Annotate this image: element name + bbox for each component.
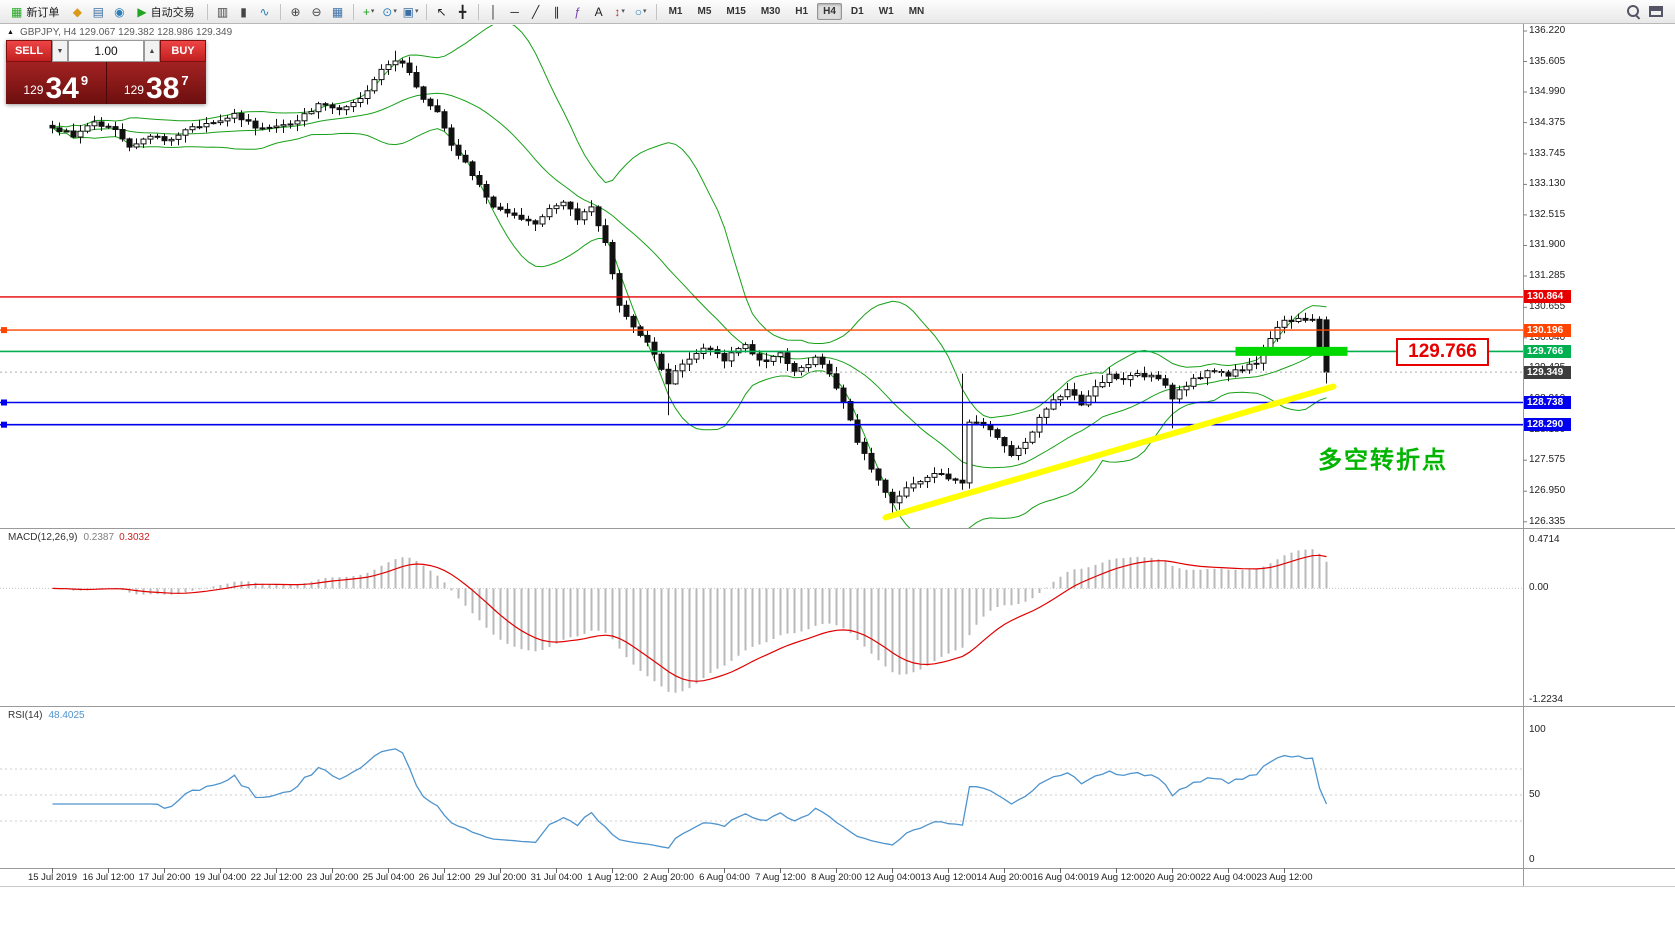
data-window-icon: ▤ bbox=[92, 4, 105, 19]
new-order-button-label: 新订单 bbox=[26, 6, 60, 19]
data-window-icon[interactable]: ▤ bbox=[88, 2, 108, 21]
cursor-icon: ↖ bbox=[436, 4, 447, 19]
vertical-line-icon[interactable]: │ bbox=[484, 2, 504, 21]
trendline-icon: ╱ bbox=[531, 4, 540, 19]
toolbar-separator bbox=[206, 3, 208, 20]
autotrading-button[interactable]: ▶ 自动交易 bbox=[130, 2, 201, 21]
horizontal-line-icon: ─ bbox=[510, 4, 519, 19]
dropdown-caret-icon: ▾ bbox=[414, 8, 419, 15]
periods-icon[interactable]: ⊙ ▾ bbox=[380, 2, 400, 21]
symbols-icon: ◆ bbox=[72, 4, 82, 19]
templates-icon: ▣ bbox=[402, 4, 414, 19]
toolbar-right-group bbox=[1627, 4, 1671, 19]
symbols-icon[interactable]: ◆ bbox=[67, 2, 87, 21]
quote-panel-collapse-icon[interactable]: ▲ bbox=[7, 29, 14, 36]
sell-price-point: 9 bbox=[80, 73, 89, 88]
toolbar-separator bbox=[655, 3, 657, 20]
lot-increase-stepper[interactable]: ▲ bbox=[144, 40, 160, 62]
navigator-icon[interactable]: ◉ bbox=[109, 2, 129, 21]
zoom-out-icon[interactable]: ⊖ bbox=[307, 2, 327, 21]
line-chart-icon: ∿ bbox=[259, 4, 270, 19]
tile-windows-icon: ▦ bbox=[331, 4, 344, 19]
crosshair-icon: ╋ bbox=[458, 4, 467, 19]
timeframe-h1-button[interactable]: H1 bbox=[795, 6, 809, 17]
toolbar-separator bbox=[352, 3, 354, 20]
candlestick-chart-icon[interactable]: ▮ bbox=[234, 2, 254, 21]
toolbar-separator bbox=[279, 3, 281, 20]
timeframe-h4-button[interactable]: H4 bbox=[817, 3, 842, 20]
line-chart-icon[interactable]: ∿ bbox=[255, 2, 275, 21]
navigator-icon: ◉ bbox=[114, 4, 125, 19]
cursor-icon[interactable]: ↖ bbox=[432, 2, 452, 21]
sell-price-prefix: 129 bbox=[23, 83, 44, 97]
buy-price-prefix: 129 bbox=[123, 83, 144, 97]
periods-icon: ⊙ bbox=[382, 4, 393, 19]
equidistant-channel-icon[interactable]: ∥ bbox=[547, 2, 567, 21]
dropdown-caret-icon: ▾ bbox=[642, 8, 647, 15]
turning-point-annotation[interactable]: 多空转折点 bbox=[1318, 447, 1448, 474]
text-label-icon: A bbox=[594, 4, 603, 19]
crosshair-icon[interactable]: ╋ bbox=[453, 2, 473, 21]
candlestick-chart-icon: ▮ bbox=[240, 4, 247, 19]
toolbar-separator bbox=[477, 3, 479, 20]
buy-price-point: 7 bbox=[181, 73, 189, 88]
tile-windows-icon[interactable]: ▦ bbox=[328, 2, 348, 21]
dropdown-caret-icon: ▾ bbox=[621, 8, 625, 15]
fibonacci-icon: ƒ bbox=[574, 4, 581, 19]
autotrading-button-label: 自动交易 bbox=[150, 6, 195, 19]
zoom-out-icon: ⊖ bbox=[311, 4, 322, 19]
sell-price-pips: 34 bbox=[45, 71, 79, 105]
dropdown-caret-icon: ▾ bbox=[370, 8, 375, 15]
one-click-prices: 129 34 9 129 38 7 bbox=[6, 62, 206, 104]
text-label-icon[interactable]: A bbox=[589, 2, 609, 21]
new-order-icon: ▦ bbox=[11, 4, 23, 19]
indicators-icon[interactable]: + ▾ bbox=[359, 2, 379, 21]
price-callout[interactable]: 129.766 bbox=[1396, 338, 1489, 366]
timeframe-m1-button[interactable]: M1 bbox=[668, 6, 683, 17]
timeframe-mn-button[interactable]: MN bbox=[908, 6, 925, 17]
arrows-icon: ↕ bbox=[614, 4, 621, 19]
buy-price-button[interactable]: 129 38 7 bbox=[107, 62, 207, 104]
fibonacci-icon[interactable]: ƒ bbox=[568, 2, 588, 21]
timeframe-m30-button[interactable]: M30 bbox=[760, 6, 781, 17]
bar-chart-icon: ▥ bbox=[216, 4, 229, 19]
vertical-line-icon: │ bbox=[489, 4, 498, 19]
new-order-button[interactable]: ▦ 新订单 bbox=[4, 2, 66, 21]
shapes-icon[interactable]: ○ ▾ bbox=[631, 2, 651, 21]
lot-decrease-stepper[interactable]: ▼ bbox=[52, 40, 68, 62]
templates-icon[interactable]: ▣ ▾ bbox=[401, 2, 421, 21]
arrows-icon[interactable]: ↕ ▾ bbox=[610, 2, 630, 21]
bar-chart-icon[interactable]: ▥ bbox=[213, 2, 233, 21]
one-click-trading-panel: SELL ▼ 1.00 ▲ BUY 129 34 9 129 38 7 bbox=[6, 40, 206, 104]
horizontal-line-icon[interactable]: ─ bbox=[505, 2, 525, 21]
toolbar: ▦ 新订单 ◆ ▤ ◉ ▶ 自动交易 ▥ ▮ ∿ ⊕ ⊖ ▦ + ▾ ⊙ ▾ ▣ ▾ ↖ ╋ │ ─ ╱ ∥ ƒ A ↕ ▾ ○ ▾ M1 M5… bbox=[0, 0, 1675, 24]
lot-size-input[interactable]: 1.00 bbox=[68, 40, 144, 62]
timeframe-m5-button[interactable]: M5 bbox=[697, 6, 712, 17]
timeframe-m15-button[interactable]: M15 bbox=[726, 6, 746, 17]
shapes-icon: ○ bbox=[634, 4, 642, 19]
indicators-icon: + bbox=[362, 4, 370, 19]
toolbar-separator bbox=[425, 3, 427, 20]
sell-button[interactable]: SELL bbox=[6, 40, 52, 62]
equidistant-channel-icon: ∥ bbox=[553, 4, 560, 19]
dropdown-caret-icon: ▾ bbox=[393, 8, 397, 15]
timeframe-w1-button[interactable]: W1 bbox=[878, 6, 894, 17]
autotrading-icon: ▶ bbox=[137, 4, 147, 19]
buy-button[interactable]: BUY bbox=[160, 40, 206, 62]
zoom-in-icon[interactable]: ⊕ bbox=[286, 2, 306, 21]
sell-price-button[interactable]: 129 34 9 bbox=[6, 62, 107, 104]
zoom-in-icon: ⊕ bbox=[290, 4, 301, 19]
search-icon[interactable] bbox=[1627, 4, 1641, 19]
buy-price-pips: 38 bbox=[145, 71, 180, 105]
timeframe-d1-button[interactable]: D1 bbox=[850, 6, 864, 17]
one-click-controls: SELL ▼ 1.00 ▲ BUY bbox=[6, 40, 206, 62]
panels-icon[interactable] bbox=[1649, 6, 1663, 17]
trendline-icon[interactable]: ╱ bbox=[526, 2, 546, 21]
